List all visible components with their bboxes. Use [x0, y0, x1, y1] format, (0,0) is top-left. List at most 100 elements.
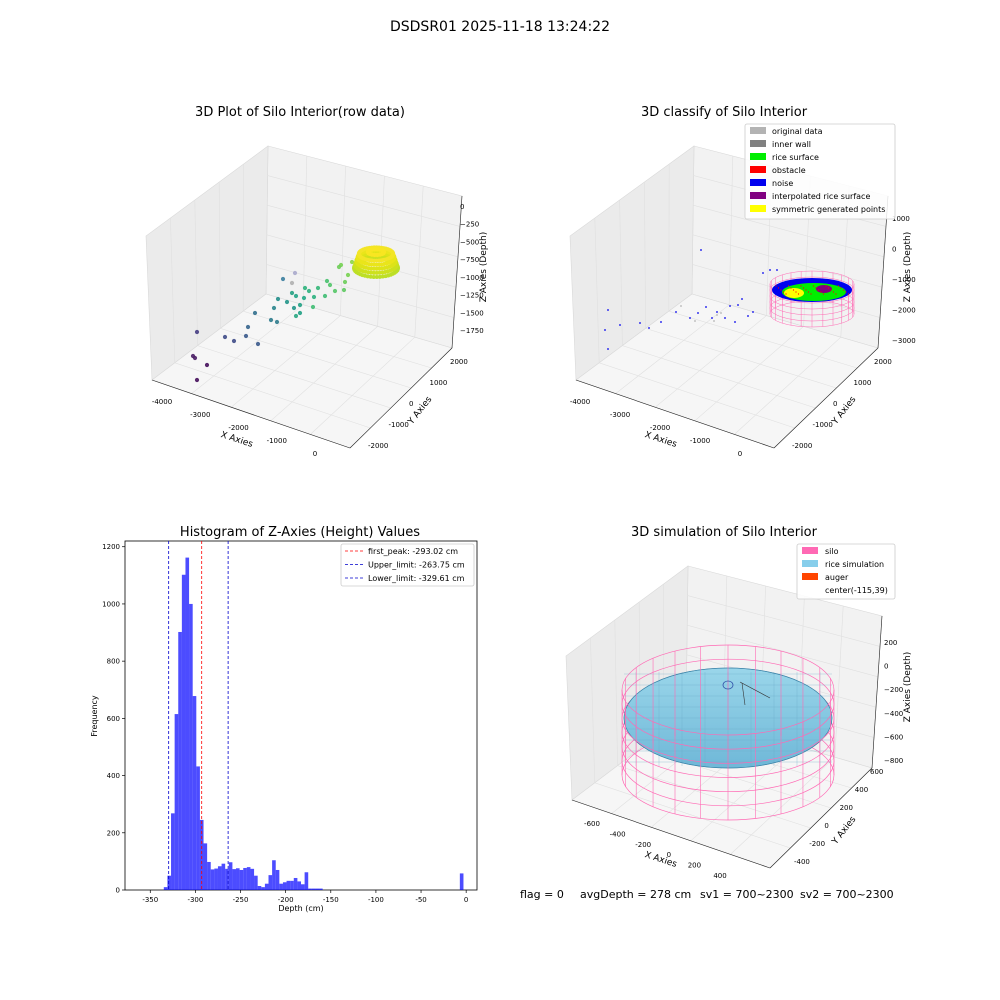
data-point [306, 288, 312, 294]
obstacle-point [842, 289, 845, 291]
data-point [349, 259, 355, 265]
original-point [716, 314, 718, 316]
obstacle-point [800, 285, 802, 287]
histogram-bar [199, 819, 204, 890]
axis-edge [575, 379, 775, 449]
grid-line [594, 217, 600, 363]
histogram-bar [214, 868, 218, 890]
x-tick-label: -150 [323, 896, 339, 904]
x-tick-label: 0 [464, 896, 468, 904]
x-tick-label: -4000 [570, 398, 590, 406]
grid-line [668, 310, 858, 369]
obstacle-point [820, 291, 822, 293]
histogram-bar [196, 766, 200, 890]
legend-label: rice simulation [825, 560, 884, 569]
x-tick-label: 0 [313, 450, 317, 458]
status-flag: flag = 0 [520, 888, 564, 901]
panel-raw-points [190, 252, 368, 383]
histogram-y-ticks: 0 200 400 600 800 1000 1200 [102, 543, 125, 895]
z-tick-label: −600 [884, 733, 903, 741]
z-tick-label: 1000 [892, 215, 910, 223]
grid-line [590, 637, 596, 783]
panel-histogram: Histogram of Z-Axies (Height) Values -35… [90, 525, 478, 913]
legend-swatch [802, 547, 818, 554]
legend-swatch [750, 127, 766, 134]
grid-line [644, 181, 646, 329]
noise-point [711, 317, 713, 319]
noise-point [705, 306, 707, 308]
obstacle-point [780, 289, 782, 291]
obstacle-point [830, 289, 832, 291]
histogram-bar [261, 887, 265, 890]
grid-line [194, 199, 198, 346]
noise-point [741, 298, 743, 300]
legend-frame [744, 123, 896, 220]
noise-point [689, 317, 691, 319]
panel-classify: 3D classify of Silo Interior -4000-3000-… [569, 105, 916, 458]
y-tick-label: -2000 [792, 442, 812, 450]
data-point [336, 264, 342, 270]
grid-line [310, 336, 416, 435]
histogram-title: Histogram of Z-Axies (Height) Values [180, 525, 420, 540]
data-point [341, 287, 347, 293]
dense-cluster-point [368, 274, 373, 279]
axis-edge [571, 799, 771, 869]
dense-cluster-point [374, 274, 379, 279]
histogram-bars [163, 557, 464, 890]
data-point [255, 341, 261, 347]
histogram-bar [174, 714, 179, 890]
grid-line [622, 345, 816, 409]
x-tick-label: -400 [610, 830, 626, 838]
noise-point [607, 348, 609, 350]
original-point [680, 305, 682, 307]
histogram-bar [185, 557, 190, 890]
auger-line [741, 682, 746, 706]
obstacle-point [795, 291, 797, 293]
data-point [293, 313, 299, 319]
legend-label: noise [772, 179, 793, 188]
panel-simulation-y-ticks: -400 -200 0 200 400 600 [794, 768, 883, 866]
grid-line [340, 165, 346, 316]
grid-line [615, 304, 730, 394]
histogram-bar [315, 888, 320, 890]
grid-line [302, 155, 308, 305]
obstacle-point [807, 291, 810, 293]
histogram-bar [225, 868, 229, 890]
data-point [274, 319, 280, 325]
grid-line [266, 264, 455, 318]
panel-simulation: 3D simulation of Silo Interior -600-400-… [565, 525, 913, 880]
obstacle-point [832, 291, 835, 293]
z-tick-label: −1250 [460, 292, 484, 300]
noise-point [604, 329, 606, 331]
histogram-x-label: Depth (cm) [278, 904, 323, 913]
histogram-bar [246, 867, 251, 890]
z-tick-label: −1500 [460, 309, 484, 317]
obstacle-point [785, 293, 787, 295]
obstacle-point [825, 285, 827, 287]
x-tick-label: -3000 [610, 411, 630, 419]
legend-label: symmetric generated points [772, 205, 885, 214]
grid-line [174, 362, 371, 429]
y-tick-label: 0 [824, 822, 828, 830]
z-tick-label: 0 [460, 203, 464, 211]
data-point [204, 362, 210, 368]
noise-point [769, 269, 771, 271]
x-tick-label: -200 [278, 896, 294, 904]
data-point [297, 302, 303, 308]
histogram-bar [304, 872, 309, 890]
y-tick-label: -1000 [389, 421, 409, 429]
data-point [345, 272, 351, 278]
grid-line [599, 362, 795, 429]
data-point [332, 288, 338, 294]
obstacle-point [847, 293, 850, 295]
grid-line [619, 199, 623, 346]
x-tick-label: -2000 [228, 424, 248, 432]
data-point [280, 276, 286, 282]
data-point [315, 285, 321, 291]
y-tick-label: 0 [116, 887, 120, 895]
panel-raw-title: 3D Plot of Silo Interior(row data) [195, 105, 405, 120]
z-tick-label: −1000 [892, 276, 916, 284]
histogram-bar [311, 888, 316, 890]
histogram-bar [207, 861, 211, 890]
histogram-bar [293, 877, 298, 890]
